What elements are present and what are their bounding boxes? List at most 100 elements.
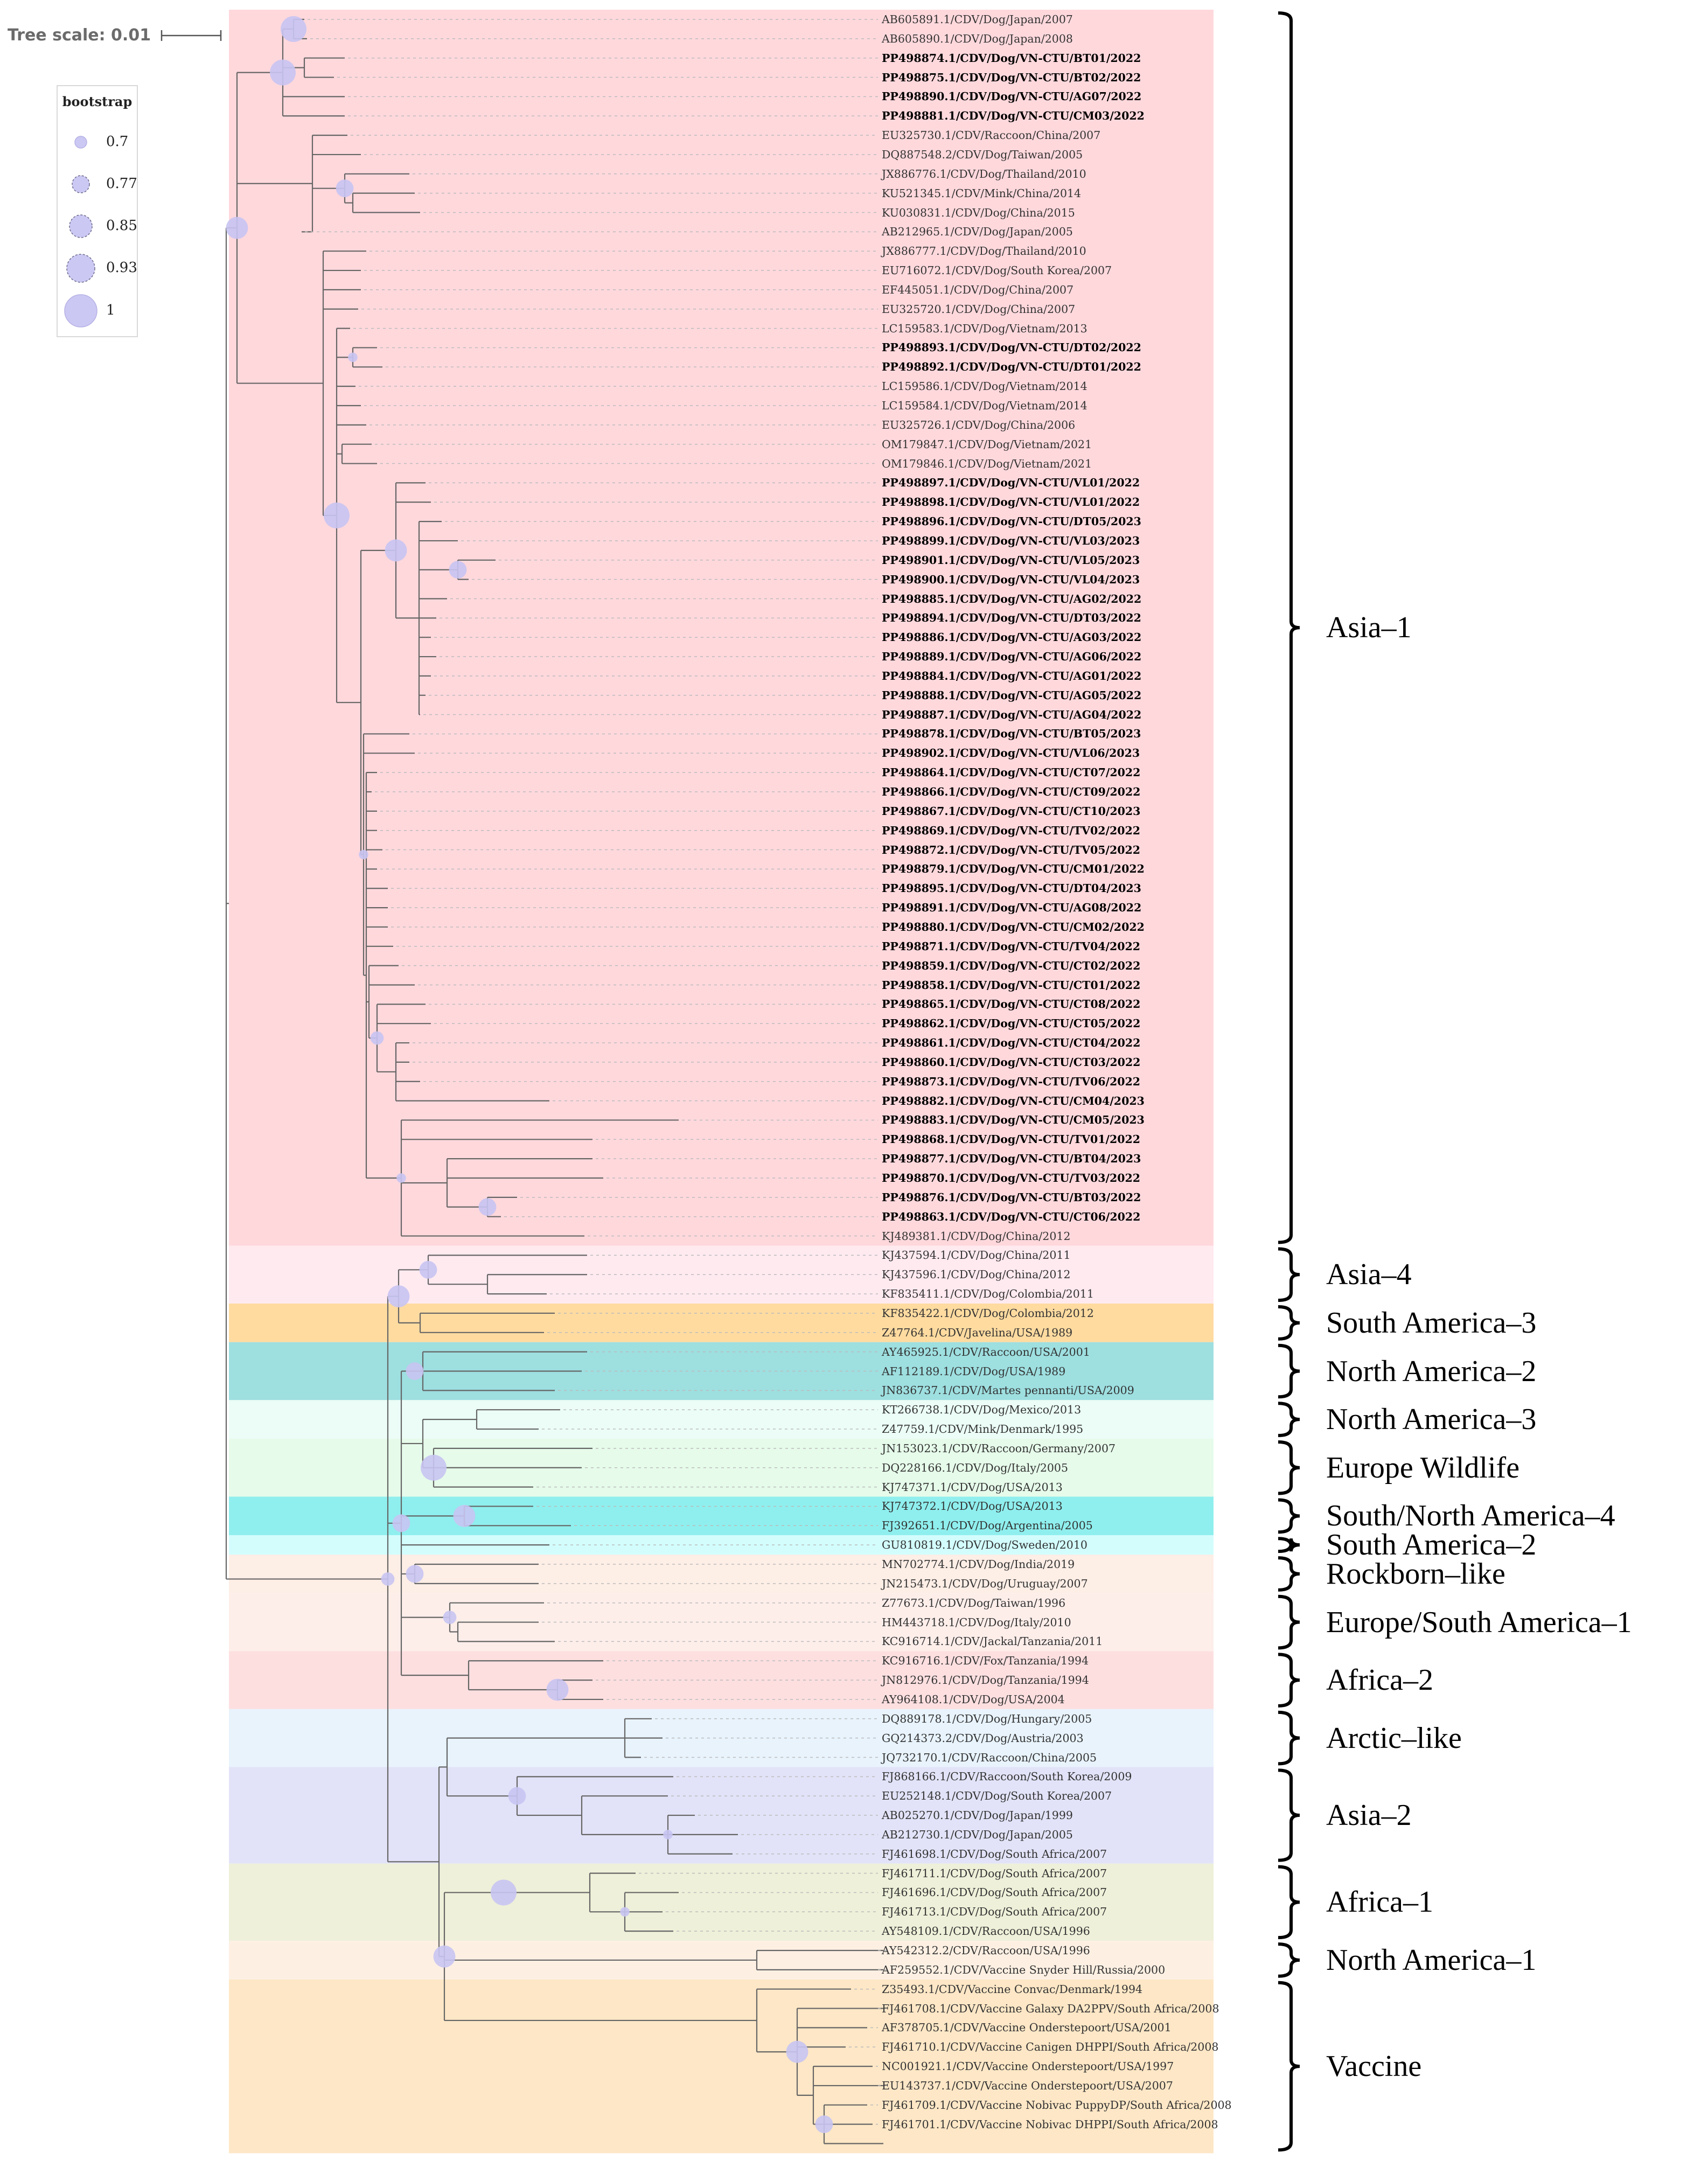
clade-label: Asia–1 xyxy=(1326,611,1412,645)
clade-brackets xyxy=(1278,11,1300,2152)
leaf-label: PP498888.1/CDV/Dog/VN-CTU/AG05/2022 xyxy=(882,688,1142,702)
legend-title: bootstrap xyxy=(62,94,133,109)
leaf-label: GU810819.1/CDV/Dog/Sweden/2010 xyxy=(882,1538,1087,1552)
clade-bracket xyxy=(1278,1305,1300,1341)
leaf-label: PP498885.1/CDV/Dog/VN-CTU/AG02/2022 xyxy=(882,592,1142,605)
leaf-label: AB212730.1/CDV/Dog/Japan/2005 xyxy=(882,1828,1073,1841)
leaf-label: LC159584.1/CDV/Dog/Vietnam/2014 xyxy=(882,399,1087,412)
leaf-label: PP498866.1/CDV/Dog/VN-CTU/CT09/2022 xyxy=(882,785,1141,798)
bootstrap-marker xyxy=(348,352,358,363)
clade-label: Europe/South America–1 xyxy=(1326,1605,1632,1639)
bootstrap-marker xyxy=(421,1454,447,1481)
leaf-label: EF445051.1/CDV/Dog/China/2007 xyxy=(882,283,1074,296)
clade-bracket xyxy=(1278,1942,1300,1978)
leaf-label: PP498872.1/CDV/Dog/VN-CTU/TV05/2022 xyxy=(882,843,1141,856)
clade-label: Rockborn–like xyxy=(1326,1557,1505,1591)
leaf-label: AB605890.1/CDV/Dog/Japan/2008 xyxy=(882,32,1073,45)
leaf-label: EU252148.1/CDV/Dog/South Korea/2007 xyxy=(882,1789,1112,1803)
legend-circle-4 xyxy=(64,294,97,328)
leaf-label: PP498899.1/CDV/Dog/VN-CTU/VL03/2023 xyxy=(882,534,1140,547)
leaf-label: JN836737.1/CDV/Martes pennanti/USA/2009 xyxy=(882,1384,1134,1397)
bootstrap-marker xyxy=(406,1362,424,1380)
leaf-label: KU521345.1/CDV/Mink/China/2014 xyxy=(882,186,1082,200)
bootstrap-marker xyxy=(546,1678,569,1701)
leaf-label: PP498902.1/CDV/Dog/VN-CTU/VL06/2023 xyxy=(882,747,1140,760)
leaf-label: PP498859.1/CDV/Dog/VN-CTU/CT02/2022 xyxy=(882,959,1141,972)
leaf-label: JX886776.1/CDV/Dog/Thailand/2010 xyxy=(882,167,1086,180)
bootstrap-marker xyxy=(281,16,306,42)
leaf-label: AY964108.1/CDV/Dog/USA/2004 xyxy=(882,1692,1065,1706)
bootstrap-marker xyxy=(508,1787,526,1805)
leaf-label: PP498865.1/CDV/Dog/VN-CTU/CT08/2022 xyxy=(882,998,1141,1011)
bootstrap-marker xyxy=(443,1611,457,1624)
clade-bracket xyxy=(1278,1402,1300,1437)
bootstrap-marker xyxy=(336,179,354,198)
leaf-label: LC159583.1/CDV/Dog/Vietnam/2013 xyxy=(882,322,1087,335)
leaf-label: PP498867.1/CDV/Dog/VN-CTU/CT10/2023 xyxy=(882,804,1141,818)
leaf-label: PP498882.1/CDV/Dog/VN-CTU/CM04/2023 xyxy=(882,1094,1145,1107)
leaf-label: KF835422.1/CDV/Dog/Colombia/2012 xyxy=(882,1306,1094,1320)
clade-label: Africa–1 xyxy=(1326,1885,1434,1919)
bootstrap-marker xyxy=(324,502,350,528)
clade-band xyxy=(229,1979,1214,2154)
bootstrap-marker xyxy=(370,1031,384,1045)
leaf-label: KU030831.1/CDV/Dog/China/2015 xyxy=(882,206,1075,219)
leaf-label: JX886777.1/CDV/Dog/Thailand/2010 xyxy=(882,245,1086,258)
bootstrap-marker xyxy=(359,849,368,860)
leaf-label: OM179846.1/CDV/Dog/Vietnam/2021 xyxy=(882,457,1092,470)
clade-bracket xyxy=(1278,1865,1300,1940)
clade-bracket xyxy=(1278,1537,1300,1553)
clade-label: South America–2 xyxy=(1326,1528,1537,1562)
leaf-label: JQ732170.1/CDV/Raccoon/China/2005 xyxy=(882,1751,1097,1764)
bootstrap-marker xyxy=(392,1514,410,1532)
leaf-label: PP498870.1/CDV/Dog/VN-CTU/TV03/2022 xyxy=(882,1172,1141,1184)
leaf-label: FJ461696.1/CDV/Dog/South Africa/2007 xyxy=(882,1886,1107,1899)
clade-label: South America–3 xyxy=(1326,1306,1537,1340)
clade-bracket xyxy=(1278,1247,1300,1302)
clade-bracket xyxy=(1278,1768,1300,1862)
leaf-label: KJ747372.1/CDV/Dog/USA/2013 xyxy=(882,1500,1063,1513)
leaf-label: PP498861.1/CDV/Dog/VN-CTU/CT04/2022 xyxy=(882,1036,1141,1050)
leaf-label: PP498858.1/CDV/Dog/VN-CTU/CT01/2022 xyxy=(882,978,1141,992)
legend-circle-3 xyxy=(66,254,95,283)
clade-bracket xyxy=(1278,11,1300,1244)
clade-band xyxy=(229,1767,1214,1864)
leaf-label: MN702774.1/CDV/Dog/India/2019 xyxy=(882,1558,1075,1571)
clade-label: Europe Wildlife xyxy=(1326,1451,1520,1485)
leaf-label: KJ437596.1/CDV/Dog/China/2012 xyxy=(882,1268,1071,1281)
leaf-label: Z35493.1/CDV/Vaccine Convac/Denmark/1994 xyxy=(882,1982,1143,1996)
leaf-label: AF259552.1/CDV/Vaccine Snyder Hill/Russi… xyxy=(882,1963,1166,1976)
leaf-label: PP498880.1/CDV/Dog/VN-CTU/CM02/2022 xyxy=(882,920,1145,933)
leaf-label: PP498868.1/CDV/Dog/VN-CTU/TV01/2022 xyxy=(882,1133,1141,1146)
legend-value-4: 1 xyxy=(106,302,115,318)
legend-value-3: 0.93 xyxy=(106,260,137,276)
bootstrap-marker xyxy=(453,1504,476,1527)
clade-label: Asia–4 xyxy=(1326,1258,1412,1292)
leaf-label: FJ868166.1/CDV/Raccoon/South Korea/2009 xyxy=(882,1770,1132,1783)
leaf-label: KF835411.1/CDV/Dog/Colombia/2011 xyxy=(882,1287,1094,1301)
leaf-label: PP498891.1/CDV/Dog/VN-CTU/AG08/2022 xyxy=(882,901,1142,915)
leaf-label: PP498860.1/CDV/Dog/VN-CTU/CT03/2022 xyxy=(882,1055,1141,1069)
leaf-label: PP498893.1/CDV/Dog/VN-CTU/DT02/2022 xyxy=(882,341,1141,354)
clade-band xyxy=(229,1863,1214,1941)
legend-circle-1 xyxy=(72,175,90,193)
clade-label: Vaccine xyxy=(1326,2050,1422,2084)
leaf-label: PP498892.1/CDV/Dog/VN-CTU/DT01/2022 xyxy=(882,360,1141,374)
leaf-label: FJ461709.1/CDV/Vaccine Nobivac PuppyDP/S… xyxy=(882,2098,1232,2112)
leaf-label: DQ228166.1/CDV/Dog/Italy/2005 xyxy=(882,1461,1069,1474)
leaf-label: Z47759.1/CDV/Mink/Denmark/1995 xyxy=(882,1423,1084,1436)
leaf-label: PP498864.1/CDV/Dog/VN-CTU/CT07/2022 xyxy=(882,766,1141,779)
leaf-label: PP498897.1/CDV/Dog/VN-CTU/VL01/2022 xyxy=(882,476,1140,490)
bootstrap-marker xyxy=(815,2115,833,2134)
leaf-label: GQ214373.2/CDV/Dog/Austria/2003 xyxy=(882,1731,1084,1745)
leaf-label: NC001921.1/CDV/Vaccine Onderstepoort/USA… xyxy=(882,2060,1174,2073)
leaf-label: PP498878.1/CDV/Dog/VN-CTU/BT05/2023 xyxy=(882,727,1141,741)
clade-band xyxy=(229,1555,1214,1593)
clade-bracket xyxy=(1278,1594,1300,1650)
leaf-label: AB212965.1/CDV/Dog/Japan/2005 xyxy=(882,225,1073,239)
leaf-label: AB605891.1/CDV/Dog/Japan/2007 xyxy=(882,13,1073,26)
legend-circle-0 xyxy=(74,136,87,149)
legend-circles xyxy=(64,136,97,328)
leaf-label: FJ392651.1/CDV/Dog/Argentina/2005 xyxy=(882,1519,1093,1532)
leaf-label: PP498871.1/CDV/Dog/VN-CTU/TV04/2022 xyxy=(882,939,1141,953)
